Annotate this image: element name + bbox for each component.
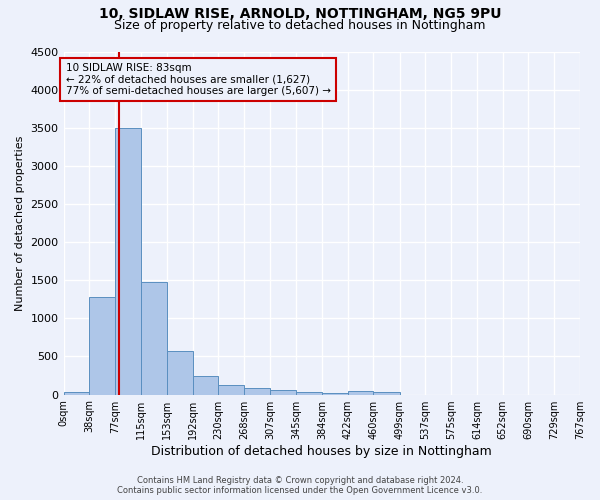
Bar: [64, 392, 89, 394]
Bar: [373, 392, 400, 394]
Bar: [244, 388, 270, 394]
Bar: [218, 384, 244, 394]
Bar: [141, 282, 167, 395]
Bar: [322, 392, 347, 394]
Text: Contains HM Land Registry data © Crown copyright and database right 2024.
Contai: Contains HM Land Registry data © Crown c…: [118, 476, 482, 495]
Y-axis label: Number of detached properties: Number of detached properties: [15, 136, 25, 310]
Bar: [167, 350, 193, 395]
Text: 10, SIDLAW RISE, ARNOLD, NOTTINGHAM, NG5 9PU: 10, SIDLAW RISE, ARNOLD, NOTTINGHAM, NG5…: [99, 8, 501, 22]
Text: Size of property relative to detached houses in Nottingham: Size of property relative to detached ho…: [114, 19, 486, 32]
Bar: [89, 297, 115, 394]
X-axis label: Distribution of detached houses by size in Nottingham: Distribution of detached houses by size …: [151, 444, 492, 458]
Text: 10 SIDLAW RISE: 83sqm
← 22% of detached houses are smaller (1,627)
77% of semi-d: 10 SIDLAW RISE: 83sqm ← 22% of detached …: [65, 63, 331, 96]
Bar: [270, 390, 296, 394]
Bar: [347, 391, 373, 394]
Bar: [115, 128, 141, 394]
Bar: [193, 376, 218, 394]
Bar: [296, 392, 322, 394]
